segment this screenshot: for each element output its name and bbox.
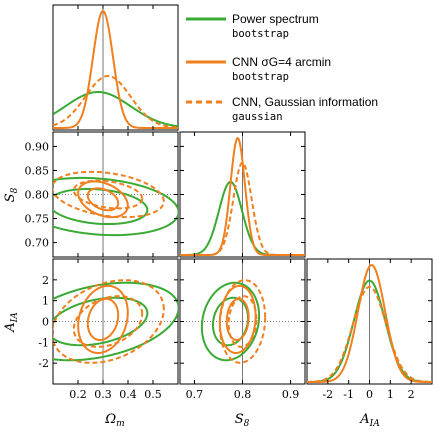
legend-label-cnn-bootstrap: CNN σG=4 arcmin [232,55,331,69]
y-tick-label: -1 [38,336,49,349]
svg-text:AIA: AIA [3,312,20,333]
x-axis-label-om: Ωm [104,412,124,429]
legend-label-cnn-gaussian: CNN, Gaussian information [232,95,378,109]
contour-om-s8-series-1-level-1 [86,187,120,212]
panels: 0.700.750.800.850.900.2 0.3 0.4 0.5-2-10120… [3,4,433,429]
svg-text:S8: S8 [3,187,20,202]
x-tick-label: 0.5 [144,388,162,401]
marginal-om-series-2 [53,74,178,129]
x-tick-label: 0.2 [69,388,87,401]
x-tick-label: 0.9 [282,388,300,401]
contour-om-aia-series-2-level-1 [72,295,144,348]
contour-om-aia-series-0-level-1 [53,296,149,347]
x-tick-label: 0 [366,388,373,401]
legend-sub-cnn-bootstrap: bootstrap [232,71,289,83]
y-tick-label: 2 [42,274,49,287]
contour-om-s8-series-0-level-2 [53,176,178,237]
legend-sub-cnn-gaussian: gaussian [232,111,283,123]
x-tick-label: 0.4 [119,388,137,401]
legend-label-power-spectrum: Power spectrum [232,12,319,26]
contour-om-aia-series-1-level-1 [86,297,120,341]
panel-s8-om: 0.70 0.75 0.80 0.85 0.90 [25,131,179,258]
y-tick-label: 0.70 [25,237,50,250]
svg-text:S8: S8 [235,412,250,429]
contour-om-aia-series-1-level-2 [77,284,129,354]
y-tick-label: 0.80 [25,189,50,202]
panel-s8-s8 [179,131,306,258]
contour-om-aia-series-2-level-2 [53,279,165,364]
contour-om-s8-series-2-level-1 [72,179,144,210]
x-tick-label: 1 [387,388,394,401]
contour-s8-aia-series-2-level-2 [218,279,267,364]
x-axis-label-aia: AIA [359,412,380,429]
contour-om-aia-series-0-level-2 [53,281,178,362]
y-tick-label: 0.75 [25,213,50,226]
y-axis-label-s8: S8 [3,187,20,202]
x-tick-label: 0.7 [186,388,204,401]
panel-aia-om: 0.2 0.3 0.4 0.5 -2 -1 0 1 2 [38,258,179,401]
y-tick-label: -2 [38,357,49,370]
legend-sub-power-spectrum: bootstrap [232,28,289,40]
y-tick-label: 0.85 [25,164,50,177]
panel-om-om [52,4,179,131]
marginal-om-series-0 [53,90,178,128]
contour-s8-aia-series-1-level-1 [225,297,250,342]
x-axis-label-s8: S8 [235,412,250,429]
marginal-om-series-1 [53,9,178,129]
marginal-aia-series-2 [307,285,432,383]
legend: Power spectrum bootstrap CNN σG=4 arcmin… [186,12,378,123]
svg-text:Ωm: Ωm [104,412,124,429]
y-tick-label: 0.90 [25,140,50,153]
x-tick-label: 0.8 [234,388,252,401]
x-tick-label: 2 [408,388,415,401]
x-tick-label: -1 [343,388,354,401]
panel-aia-aia: -2 -1 0 1 2 [306,258,433,401]
contour-s8-aia-series-0-level-2 [200,281,261,362]
panel-frame [52,4,179,131]
marginal-s8-series-2 [180,161,305,256]
svg-text:AIA: AIA [359,412,380,429]
y-tick-label: 0 [42,316,49,329]
x-tick-label: -2 [322,388,333,401]
panel-aia-s8: 0.7 0.8 0.9 [179,258,306,401]
x-tick-label: 0.3 [94,388,112,401]
marginal-aia-series-0 [307,279,432,383]
y-axis-label-aia: AIA [3,312,20,333]
y-tick-label: 1 [42,295,49,308]
